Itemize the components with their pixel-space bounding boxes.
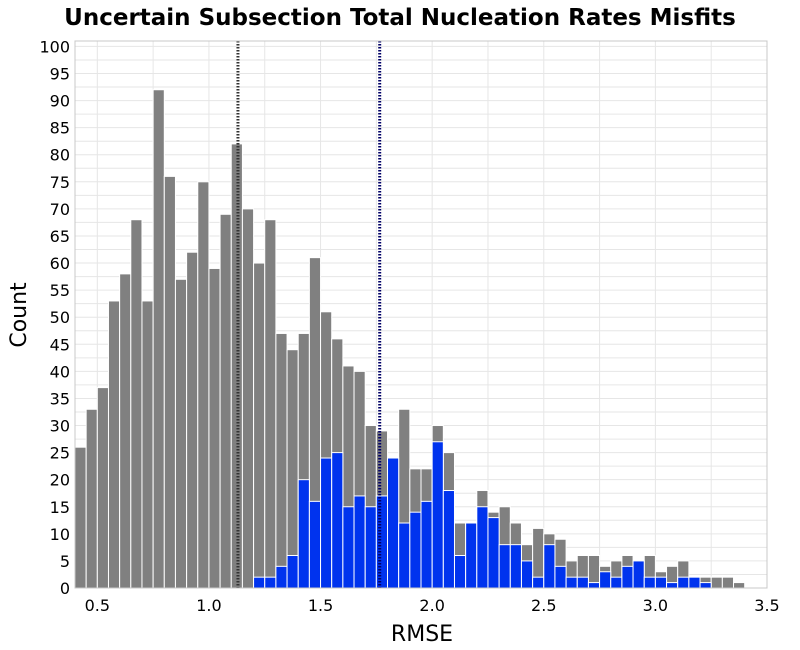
histogram-bar-series-2	[621, 565, 634, 589]
y-tick-label: 50	[50, 308, 70, 327]
histogram-bar-series-1	[721, 576, 735, 589]
histogram-bar-series-2	[599, 571, 612, 589]
histogram-bar-series-2	[576, 576, 589, 589]
y-tick-label: 5	[60, 552, 70, 571]
histogram-bar-series-2	[520, 560, 534, 589]
histogram-bar-series-2	[666, 582, 679, 589]
histogram-bar-series-1	[286, 349, 299, 589]
histogram-bars	[74, 89, 746, 589]
histogram-bar-series-1	[710, 576, 723, 589]
histogram-bar-series-2	[554, 565, 567, 589]
histogram-bar-series-2	[699, 582, 712, 589]
histogram-bar-series-2	[532, 576, 545, 589]
histogram-bar-series-2	[465, 522, 478, 589]
histogram-bar-series-2	[610, 576, 623, 589]
y-tick-label: 95	[50, 64, 70, 83]
histogram-bar-series-2	[286, 555, 299, 589]
histogram-bar-series-2	[587, 582, 601, 589]
histogram-bar-series-2	[543, 544, 556, 589]
histogram-bar-series-2	[487, 517, 500, 589]
histogram-bar-series-2	[308, 500, 322, 589]
histogram-bar-series-2	[453, 555, 467, 589]
histogram-bar-series-2	[643, 576, 656, 589]
y-tick-label: 35	[50, 389, 70, 408]
histogram-bar-series-1	[119, 273, 132, 589]
y-tick-label: 75	[50, 173, 70, 192]
y-tick-label: 55	[50, 281, 70, 300]
histogram-bar-series-2	[353, 495, 366, 589]
histogram-bar-series-2	[387, 457, 400, 589]
histogram-bar-series-2	[565, 576, 578, 589]
histogram-bar-series-1	[107, 300, 121, 589]
x-tick-label: 2.0	[419, 596, 444, 615]
histogram-bar-series-2	[476, 506, 489, 589]
histogram-bar-series-2	[342, 506, 355, 589]
y-tick-label: 45	[50, 335, 70, 354]
tick-labels: 0 5 10 15 20 25 30 35 40 45 50 55 60 65 70 75 80 85 90 95 10…	[39, 37, 779, 615]
y-tick-label: 40	[50, 362, 70, 381]
chart-title: Uncertain Subsection Total Nucleation Ra…	[64, 5, 736, 31]
x-tick-label: 3.5	[754, 596, 779, 615]
histogram-bar-series-2	[632, 560, 645, 589]
x-tick-label: 2.5	[531, 596, 556, 615]
x-tick-label: 1.5	[308, 596, 333, 615]
y-tick-label: 85	[50, 119, 70, 138]
histogram-bar-series-1	[208, 267, 221, 589]
reference-lines	[236, 41, 382, 588]
histogram-bar-series-1	[186, 251, 199, 589]
histogram-bar-series-1	[275, 332, 288, 589]
y-tick-label: 60	[50, 254, 70, 273]
y-axis-label: Count	[7, 282, 32, 348]
histogram-bar-series-2	[364, 506, 377, 589]
histogram-bar-series-1	[141, 300, 154, 589]
plot-frame	[74, 40, 768, 589]
histogram-bar-series-2	[677, 576, 690, 589]
histogram-bar-series-1	[733, 582, 746, 589]
histogram-bar-series-1	[163, 175, 176, 589]
histogram-bar-series-1	[219, 213, 232, 589]
y-tick-label: 0	[60, 579, 70, 598]
histogram-bar-series-1	[174, 278, 188, 589]
y-tick-label: 15	[50, 498, 70, 517]
histogram-bar-series-1	[74, 446, 87, 589]
histogram-bar-series-2	[442, 490, 455, 589]
histogram-bar-series-1	[264, 219, 277, 589]
y-tick-label: 70	[50, 200, 70, 219]
histogram-bar-series-2	[297, 479, 310, 589]
x-tick-label: 0.5	[85, 596, 110, 615]
histogram-bar-series-2	[498, 544, 511, 589]
histogram-bar-series-1	[96, 387, 109, 589]
histogram-bar-series-1	[197, 181, 210, 589]
y-tick-label: 65	[50, 227, 70, 246]
histogram-bar-series-2	[420, 500, 433, 589]
histogram-bar-series-1	[130, 219, 143, 589]
histogram-bar-series-2	[320, 457, 333, 589]
histogram-bar-series-2	[409, 511, 422, 589]
histogram-bar-series-2	[275, 565, 288, 589]
y-tick-label: 20	[50, 471, 70, 490]
x-axis-label: RMSE	[391, 622, 453, 647]
y-tick-label: 25	[50, 444, 70, 463]
histogram-bar-series-2	[509, 544, 522, 589]
x-tick-label: 3.0	[643, 596, 668, 615]
y-tick-label: 30	[50, 417, 70, 436]
y-tick-label: 100	[39, 37, 70, 56]
y-tick-label: 10	[50, 525, 70, 544]
histogram-bar-series-2	[688, 576, 701, 589]
x-tick-label: 1.0	[196, 596, 221, 615]
histogram-bar-series-1	[241, 208, 255, 589]
histogram-bar-series-2	[375, 495, 389, 589]
histogram-bar-series-2	[398, 522, 411, 589]
y-tick-label: 80	[50, 146, 70, 165]
y-tick-label: 90	[50, 92, 70, 111]
histogram-bar-series-2	[264, 576, 277, 589]
histogram-bar-series-1	[152, 89, 165, 589]
histogram-bar-series-2	[331, 452, 344, 589]
histogram-bar-series-1	[253, 262, 266, 589]
histogram-bar-series-2	[654, 576, 668, 589]
histogram-bar-series-2	[253, 576, 266, 589]
histogram-bar-series-1	[85, 408, 98, 589]
histogram-bar-series-2	[431, 441, 444, 589]
